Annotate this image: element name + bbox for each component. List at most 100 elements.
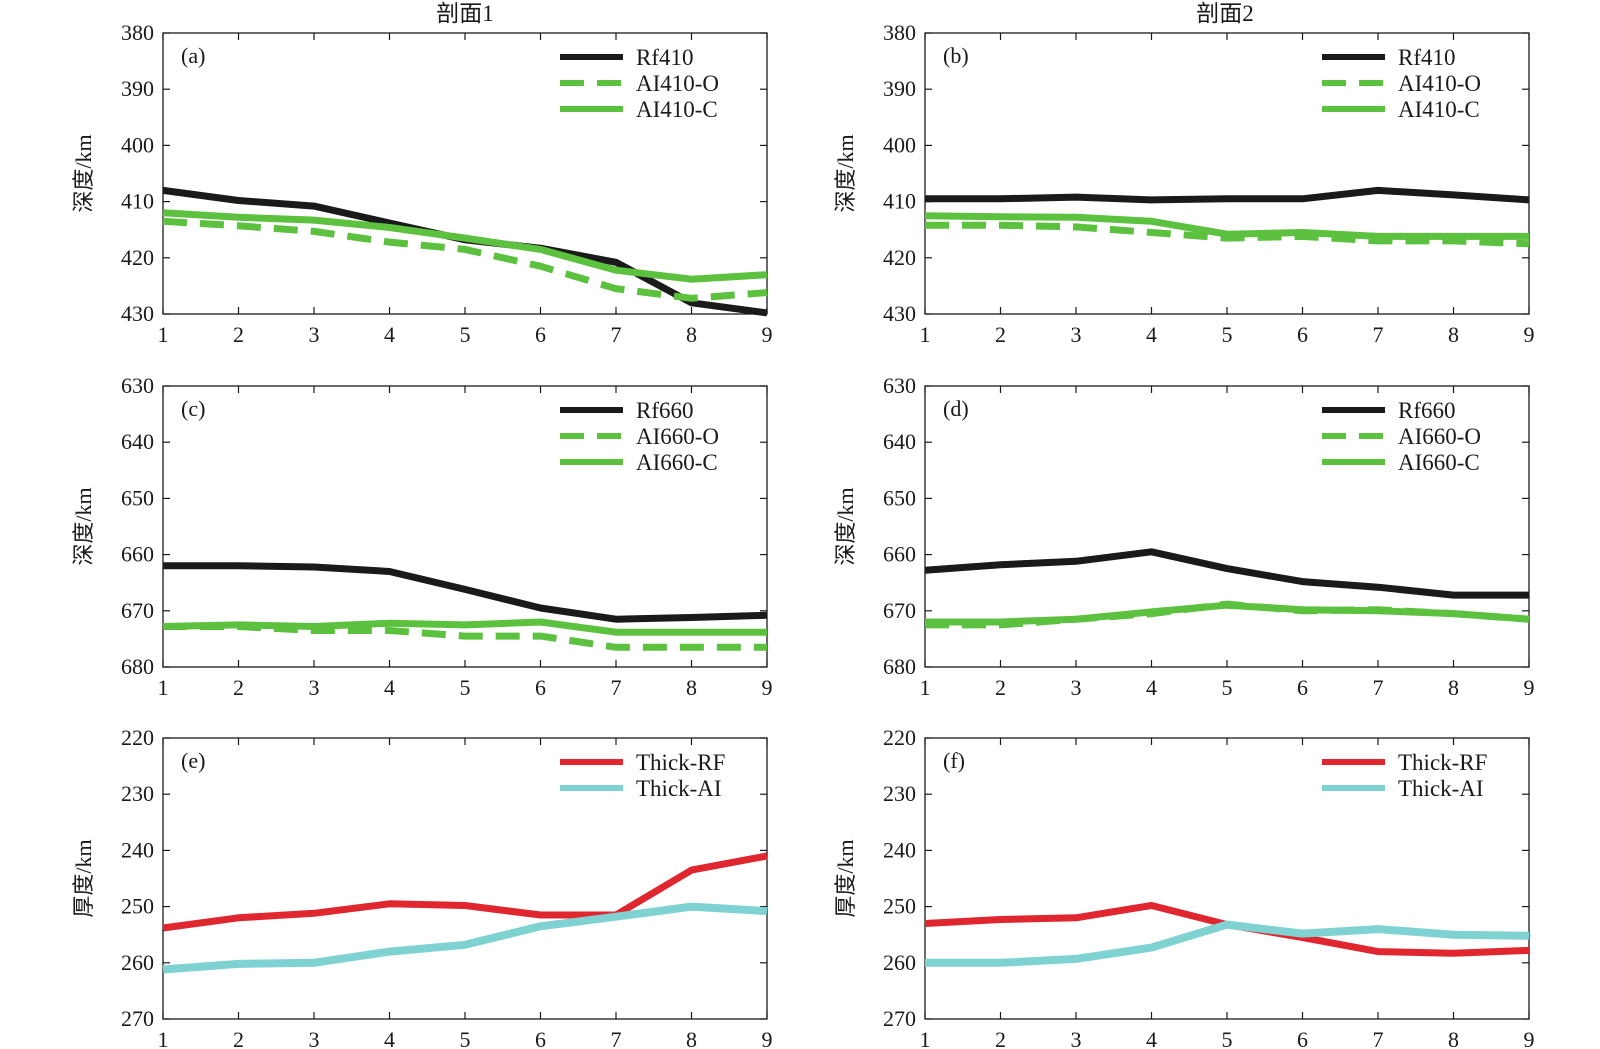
legend-label-ai660-o: AI660-O: [1398, 424, 1481, 449]
x-tick-label: 8: [686, 322, 697, 347]
x-tick-label: 2: [995, 322, 1006, 347]
panel-label: (b): [943, 43, 969, 68]
x-tick-label: 6: [535, 675, 546, 700]
panel-label: (d): [943, 396, 969, 421]
x-tick-label: 7: [1373, 675, 1384, 700]
y-tick-label: 660: [883, 542, 916, 567]
x-tick-label: 5: [460, 322, 471, 347]
x-tick-label: 9: [762, 322, 773, 347]
y-tick-label: 650: [883, 485, 916, 510]
x-tick-label: 7: [1373, 322, 1384, 347]
x-tick-label: 9: [1524, 322, 1535, 347]
y-tick-label: 680: [883, 654, 916, 679]
x-tick-label: 1: [920, 322, 931, 347]
y-tick-label: 240: [883, 837, 916, 862]
x-tick-label: 8: [1448, 675, 1459, 700]
y-tick-label: 630: [121, 373, 154, 398]
panel-label: (a): [181, 43, 205, 68]
x-tick-label: 1: [158, 675, 169, 700]
y-tick-label: 420: [883, 245, 916, 270]
legend-label-rf410: Rf410: [636, 45, 694, 70]
legend-label-ai410-o: AI410-O: [636, 71, 719, 96]
y-axis-label: 深度/km: [833, 487, 858, 565]
x-tick-label: 2: [995, 675, 1006, 700]
x-tick-label: 1: [920, 675, 931, 700]
x-tick-label: 9: [1524, 1027, 1535, 1049]
y-tick-label: 670: [883, 598, 916, 623]
legend-label-ai410-c: AI410-C: [636, 97, 718, 122]
series-line-ai410-c: [162, 209, 768, 283]
x-tick-label: 1: [158, 1027, 169, 1049]
x-tick-label: 8: [686, 1027, 697, 1049]
x-tick-label: 6: [1297, 1027, 1308, 1049]
y-tick-label: 260: [121, 950, 154, 975]
panel-label: (e): [181, 748, 205, 773]
x-tick-label: 3: [1071, 675, 1082, 700]
series-line-thick-rf: [162, 852, 768, 932]
y-tick-label: 220: [883, 725, 916, 750]
y-tick-label: 230: [121, 781, 154, 806]
x-tick-label: 6: [535, 322, 546, 347]
legend-label-ai660-c: AI660-C: [1398, 450, 1480, 475]
y-tick-label: 390: [121, 76, 154, 101]
legend-label-rf660: Rf660: [1398, 398, 1456, 423]
x-tick-label: 5: [1222, 1027, 1233, 1049]
y-tick-label: 220: [121, 725, 154, 750]
x-tick-label: 6: [535, 1027, 546, 1049]
legend-label-thick-ai: Thick-AI: [1398, 776, 1484, 801]
series-line-ai660-o: [163, 623, 767, 651]
y-tick-label: 660: [121, 542, 154, 567]
x-tick-label: 8: [686, 675, 697, 700]
legend-label-ai410-o: AI410-O: [1398, 71, 1481, 96]
y-tick-label: 240: [121, 837, 154, 862]
series-line-thick-rf: [924, 902, 1530, 957]
series-line-rf660: [163, 562, 768, 623]
y-axis-label: 深度/km: [833, 134, 858, 212]
y-tick-label: 270: [883, 1006, 916, 1031]
x-tick-label: 7: [1373, 1027, 1384, 1049]
y-tick-label: 260: [883, 950, 916, 975]
series-line-rf660: [924, 548, 1529, 599]
x-tick-label: 3: [309, 1027, 320, 1049]
y-tick-label: 430: [121, 301, 154, 326]
y-axis-label: 厚度/km: [71, 839, 96, 917]
x-tick-label: 2: [995, 1027, 1006, 1049]
panel-label: (c): [181, 396, 205, 421]
x-tick-label: 4: [1146, 675, 1157, 700]
x-tick-label: 7: [611, 322, 622, 347]
series-line-ai660-c: [162, 618, 767, 636]
legend-label-ai660-o: AI660-O: [636, 424, 719, 449]
y-tick-label: 380: [121, 20, 154, 45]
series-line-ai410-o: [925, 221, 1530, 248]
series-line-ai660-c: [925, 601, 1530, 626]
y-tick-label: 410: [121, 189, 154, 214]
x-tick-label: 3: [309, 675, 320, 700]
y-tick-label: 420: [121, 245, 154, 270]
x-tick-label: 7: [611, 1027, 622, 1049]
x-tick-label: 9: [1524, 675, 1535, 700]
x-tick-label: 4: [384, 1027, 395, 1049]
legend-label-ai660-c: AI660-C: [636, 450, 718, 475]
series-line-ai410-o: [162, 217, 768, 302]
y-tick-label: 250: [121, 894, 154, 919]
x-tick-label: 3: [1071, 322, 1082, 347]
x-tick-label: 5: [1222, 675, 1233, 700]
series-line-thick-ai: [925, 920, 1530, 967]
y-tick-label: 250: [883, 894, 916, 919]
y-tick-label: 390: [883, 76, 916, 101]
x-tick-label: 2: [233, 675, 244, 700]
x-tick-label: 6: [1297, 322, 1308, 347]
x-tick-label: 5: [460, 1027, 471, 1049]
series-line-rf410: [925, 186, 1530, 204]
column-title-1: 剖面1: [436, 1, 494, 26]
panel-label: (f): [943, 748, 965, 773]
y-tick-label: 400: [121, 132, 154, 157]
x-tick-label: 3: [1071, 1027, 1082, 1049]
y-tick-label: 650: [121, 485, 154, 510]
series-line-ai410-c: [924, 212, 1529, 240]
y-tick-label: 230: [883, 781, 916, 806]
